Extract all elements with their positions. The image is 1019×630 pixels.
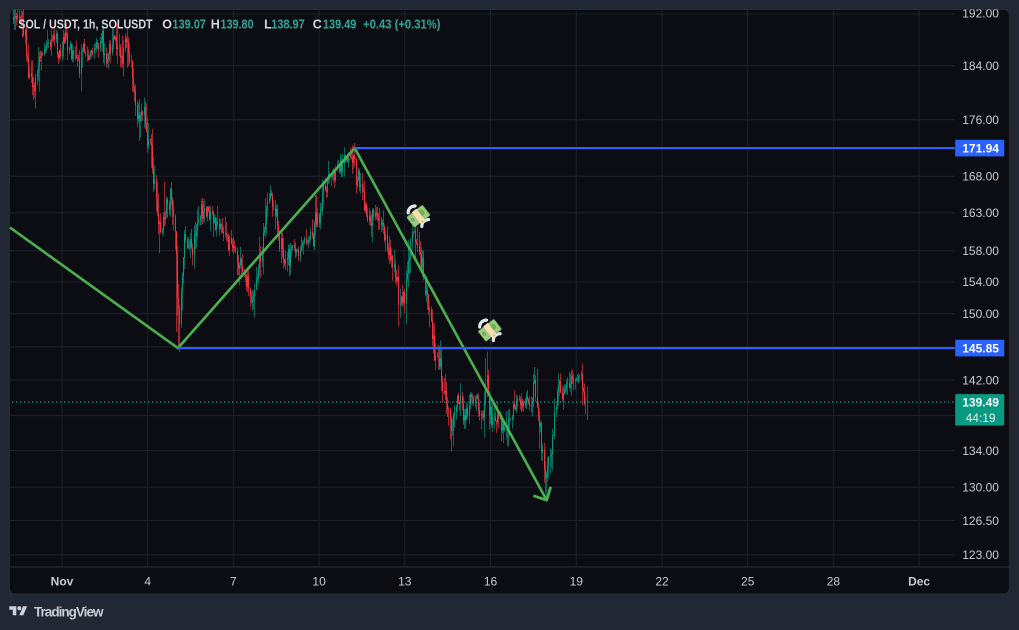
svg-text:192.00: 192.00 <box>962 7 999 21</box>
svg-text:Dec: Dec <box>908 575 930 589</box>
svg-text:130.00: 130.00 <box>962 481 999 495</box>
svg-text:+0.43 (+0.31%): +0.43 (+0.31%) <box>363 18 441 32</box>
svg-text:Nov: Nov <box>51 575 74 589</box>
svg-text:L: L <box>264 18 272 32</box>
svg-text:13: 13 <box>398 575 412 589</box>
svg-text:C: C <box>313 18 322 32</box>
svg-text:139.49: 139.49 <box>962 395 999 409</box>
svg-text:150.00: 150.00 <box>962 307 999 321</box>
svg-text:138.97: 138.97 <box>271 18 304 32</box>
svg-text:184.00: 184.00 <box>962 59 999 73</box>
svg-text:158.00: 158.00 <box>962 244 999 258</box>
svg-text:139.07: 139.07 <box>172 18 206 32</box>
svg-text:171.94: 171.94 <box>962 141 999 155</box>
svg-text:28: 28 <box>827 575 841 589</box>
svg-text:TradingView: TradingView <box>34 605 104 620</box>
svg-text:10: 10 <box>312 575 326 589</box>
svg-text:139.80: 139.80 <box>221 18 254 32</box>
svg-text:126.50: 126.50 <box>962 514 999 528</box>
svg-text:O: O <box>162 18 172 32</box>
svg-text:H: H <box>211 18 220 32</box>
svg-text:145.85: 145.85 <box>962 341 999 355</box>
svg-text:22: 22 <box>655 575 669 589</box>
svg-text:123.00: 123.00 <box>962 548 999 562</box>
svg-text:16: 16 <box>484 575 498 589</box>
svg-text:154.00: 154.00 <box>962 275 999 289</box>
svg-text:168.00: 168.00 <box>962 170 999 184</box>
svg-text:7: 7 <box>230 575 237 589</box>
svg-text:176.00: 176.00 <box>962 113 999 127</box>
svg-text:SOL / USDT, 1h, SOLUSDT: SOL / USDT, 1h, SOLUSDT <box>18 18 153 32</box>
svg-text:142.00: 142.00 <box>962 373 999 387</box>
svg-text:134.00: 134.00 <box>962 444 999 458</box>
svg-text:139.49: 139.49 <box>323 18 357 32</box>
svg-text:4: 4 <box>144 575 151 589</box>
svg-text:25: 25 <box>741 575 755 589</box>
svg-text:19: 19 <box>570 575 584 589</box>
svg-text:44:19: 44:19 <box>966 411 996 425</box>
svg-text:163.00: 163.00 <box>962 206 999 220</box>
